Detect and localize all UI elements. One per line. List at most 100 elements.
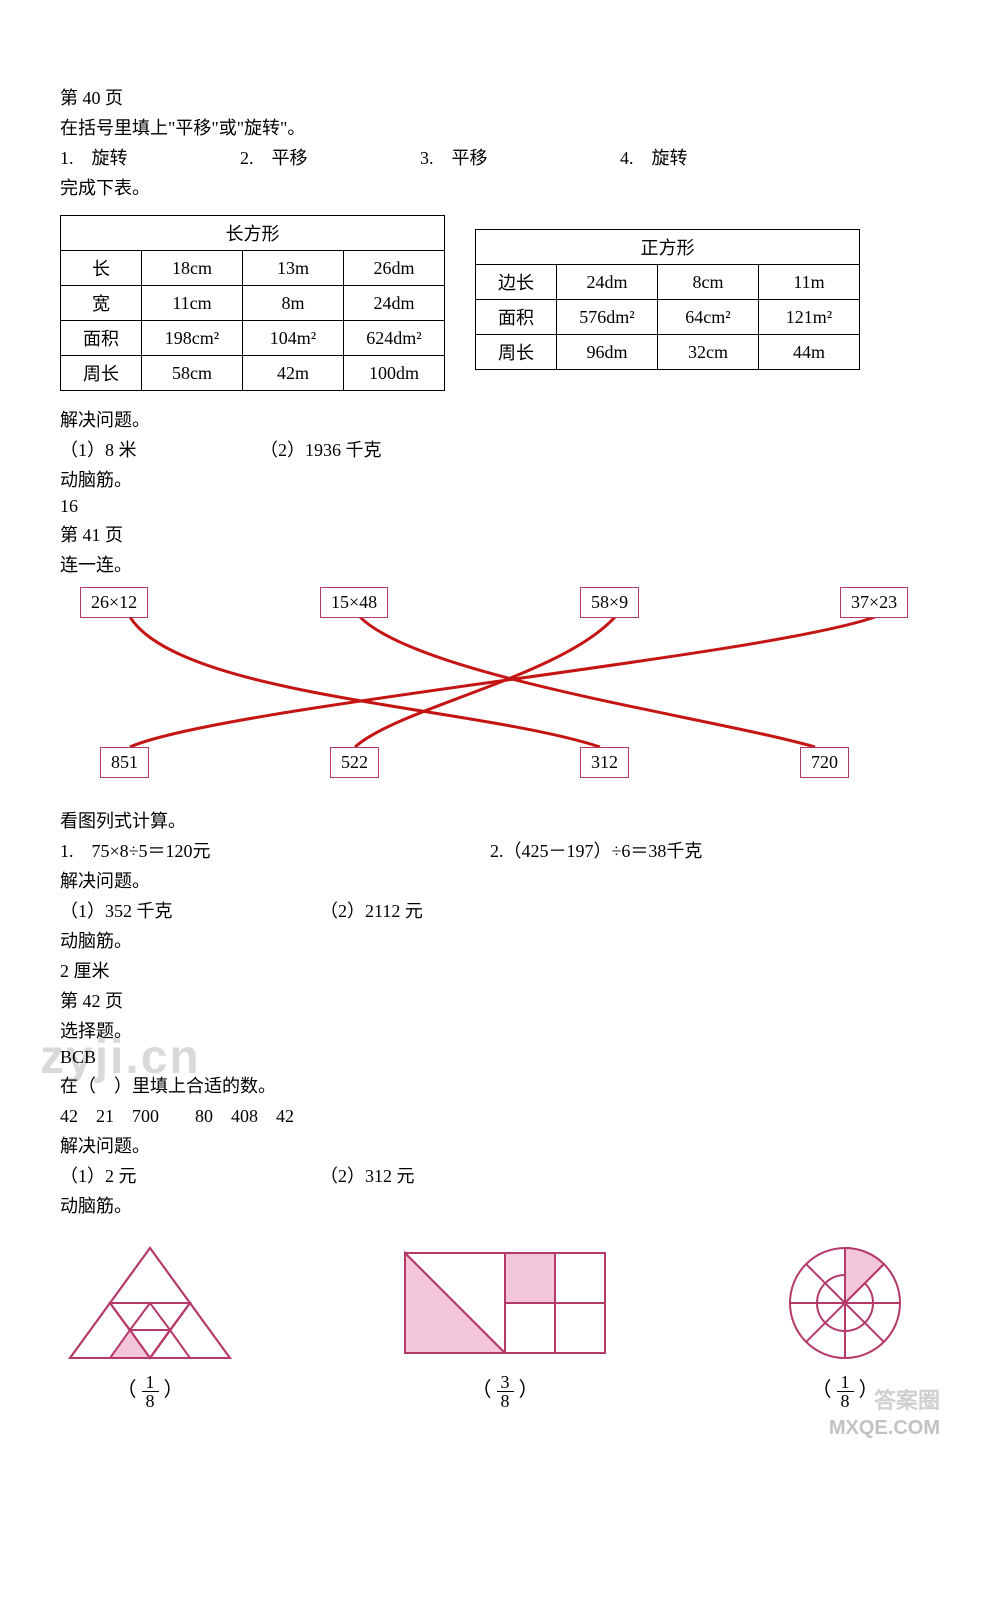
p42-fill-h: 在（ ）里填上合适的数。 (60, 1072, 940, 1098)
rect-table: 长方形 长 18cm 13m 26dm 宽 11cm 8m 24dm 面积 19… (60, 215, 445, 391)
ans1-n: 1. (60, 148, 74, 168)
calc1: 75×8÷5＝120元 (92, 841, 211, 861)
p42-solve-row: （1）2 元 （2）312 元 (60, 1162, 940, 1188)
frac-d: 8 (497, 1392, 514, 1410)
rc: 宽 (61, 286, 142, 321)
rc: 11cm (142, 286, 243, 321)
shape-triangle: （ 18 ） (60, 1238, 240, 1410)
ans1-v: 旋转 (92, 148, 128, 168)
circle-icon (770, 1238, 920, 1368)
ans2-v: 平移 (272, 148, 308, 168)
watermark-2b: MXQE.COM (829, 1417, 940, 1440)
match-edge (360, 617, 815, 747)
match-bot-0: 851 (100, 747, 149, 778)
p40-solve-h: 解决问题。 (60, 406, 940, 432)
sc: 周长 (476, 335, 557, 370)
p42-mc-h: 选择题。 (60, 1017, 940, 1043)
frac-label: （ 18 ） (770, 1373, 920, 1410)
p40-solve2: （2）1936 千克 (260, 436, 382, 462)
rect-icon (395, 1238, 615, 1368)
frac-n: 3 (497, 1373, 514, 1392)
rc: 58cm (142, 356, 243, 391)
frac-d: 8 (142, 1392, 159, 1410)
page41-heading: 第 41 页 (60, 521, 940, 547)
page40-answers: 1. 旋转 2. 平移 3. 平移 4. 旋转 (60, 144, 940, 170)
rc: 24dm (344, 286, 445, 321)
ans4-n: 4. (620, 148, 634, 168)
sc: 44m (759, 335, 860, 370)
shape-circle: （ 18 ） (770, 1238, 920, 1410)
calc1-n: 1. (60, 841, 74, 861)
ans4-v: 旋转 (652, 148, 688, 168)
frac-n: 1 (142, 1373, 159, 1392)
shapes-row: （ 18 ） （ 38 ） (60, 1238, 920, 1410)
calc2: （425－197）÷6＝38千克 (504, 841, 703, 861)
rc: 42m (243, 356, 344, 391)
sq-table: 正方形 边长 24dm 8cm 11m 面积 576dm² 64cm² 121m… (475, 229, 860, 370)
rc: 18cm (142, 251, 243, 286)
rect-title: 长方形 (61, 216, 445, 251)
rc: 周长 (61, 356, 142, 391)
p42-brain-h: 动脑筋。 (60, 1192, 940, 1218)
p41-calc-row: 1. 75×8÷5＝120元 2.（425－197）÷6＝38千克 (60, 837, 940, 863)
calc2-n: 2. (490, 841, 504, 861)
p41-solve-h: 解决问题。 (60, 867, 940, 893)
rc: 8m (243, 286, 344, 321)
p42-fill-v: 42 21 700 80 408 42 (60, 1102, 940, 1128)
ans3-n: 3. (420, 148, 434, 168)
p41-calc-h: 看图列式计算。 (60, 807, 940, 833)
ans3-v: 平移 (452, 148, 488, 168)
sc: 121m² (759, 300, 860, 335)
sc: 面积 (476, 300, 557, 335)
rc: 624dm² (344, 321, 445, 356)
shape-rect: （ 38 ） (395, 1238, 615, 1410)
p40-brain-h: 动脑筋。 (60, 466, 940, 492)
sc: 96dm (557, 335, 658, 370)
triangle-icon (60, 1238, 240, 1368)
match-top-0: 26×12 (80, 587, 148, 618)
sc: 576dm² (557, 300, 658, 335)
sc: 64cm² (658, 300, 759, 335)
page41-instr: 连一连。 (60, 551, 940, 577)
rc: 198cm² (142, 321, 243, 356)
frac-label: （ 38 ） (395, 1373, 615, 1410)
p42-solve1: （1）2 元 (60, 1162, 320, 1188)
p40-solve-row: （1）8 米 （2）1936 千克 (60, 436, 940, 462)
page42-heading: 第 42 页 (60, 987, 940, 1013)
p42-solve2: （2）312 元 (320, 1162, 415, 1188)
p41-solve1: （1）352 千克 (60, 897, 320, 923)
p40-solve1: （1）8 米 (60, 436, 260, 462)
match-bot-1: 522 (330, 747, 379, 778)
match-top-1: 15×48 (320, 587, 388, 618)
ans2-n: 2. (240, 148, 254, 168)
rc: 13m (243, 251, 344, 286)
page40-heading: 第 40 页 (60, 84, 940, 110)
rc: 100dm (344, 356, 445, 391)
p41-solve-row: （1）352 千克 （2）2112 元 (60, 897, 940, 923)
sc: 11m (759, 265, 860, 300)
rc: 面积 (61, 321, 142, 356)
match-edge (130, 617, 875, 747)
p41-brain-h: 动脑筋。 (60, 927, 940, 953)
p42-solve-h: 解决问题。 (60, 1132, 940, 1158)
page40-instr1: 在括号里填上"平移"或"旋转"。 (60, 114, 940, 140)
p42-mc-v: BCB (60, 1047, 940, 1068)
sc: 8cm (658, 265, 759, 300)
rc: 长 (61, 251, 142, 286)
sc: 边长 (476, 265, 557, 300)
match-bot-2: 312 (580, 747, 629, 778)
tables-row: 长方形 长 18cm 13m 26dm 宽 11cm 8m 24dm 面积 19… (60, 215, 940, 391)
sc: 32cm (658, 335, 759, 370)
match-top-2: 58×9 (580, 587, 639, 618)
sq-title: 正方形 (476, 230, 860, 265)
frac-n: 1 (837, 1373, 854, 1392)
rc: 104m² (243, 321, 344, 356)
p40-brain-v: 16 (60, 496, 940, 517)
match-top-3: 37×23 (840, 587, 908, 618)
match-diagram: 26×12 15×48 58×9 37×23 851 522 312 720 (60, 587, 940, 787)
match-bot-3: 720 (800, 747, 849, 778)
frac-label: （ 18 ） (60, 1373, 240, 1410)
p41-brain-v: 2 厘米 (60, 957, 940, 983)
page40-instr2: 完成下表。 (60, 174, 940, 200)
frac-d: 8 (837, 1392, 854, 1410)
